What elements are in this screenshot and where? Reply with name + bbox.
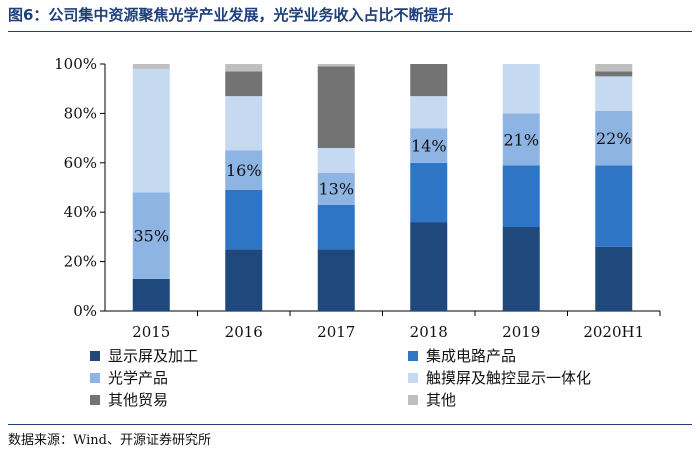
legend-item: 触摸屏及触控显示一体化 (408, 367, 591, 388)
bar-segment (410, 162, 448, 223)
bar-segment (132, 192, 170, 279)
legend-swatch (90, 350, 100, 361)
legend-label: 其他 (426, 391, 457, 409)
bar-segment (502, 113, 540, 166)
bar-segment (502, 227, 540, 311)
bar-segment (410, 96, 448, 129)
bar-segment (317, 249, 355, 311)
source-note: 数据来源：Wind、开源证券研究所 (8, 433, 211, 448)
bar-segment (132, 278, 170, 311)
bar-segment (225, 189, 263, 250)
legend-swatch (90, 372, 100, 383)
x-tick-label: 2017 (317, 323, 355, 341)
data-label: 14% (411, 137, 447, 156)
bar-segment (132, 68, 170, 193)
bar-segment (410, 222, 448, 311)
bar-segment (595, 76, 633, 111)
legend-label: 集成电路产品 (426, 347, 517, 365)
bar-segment (595, 110, 633, 166)
legend-item: 光学产品 (90, 367, 168, 388)
x-tick-label: 2020H1 (583, 323, 644, 341)
bar-segment (595, 246, 633, 311)
x-tick-label: 2016 (225, 323, 263, 341)
bar-segment (502, 64, 540, 114)
data-label: 13% (318, 180, 354, 199)
x-tick-label: 2015 (132, 323, 170, 341)
bar-segment (225, 96, 263, 151)
data-label: 35% (133, 227, 169, 246)
legend-swatch (408, 372, 418, 383)
x-tick-label: 2019 (502, 323, 540, 341)
y-tick-label: 80% (64, 104, 97, 122)
legend-label: 触摸屏及触控显示一体化 (426, 369, 592, 387)
bar-segment (132, 64, 170, 69)
bar-segment (225, 249, 263, 311)
legend-label: 显示屏及加工 (108, 347, 199, 365)
legend-swatch (408, 394, 418, 405)
x-tick-label: 2018 (410, 323, 448, 341)
legend-label: 光学产品 (108, 369, 169, 387)
source-divider (8, 424, 692, 425)
chart-title: 图6：公司集中资源聚焦光学产业发展，光学业务收入占比不断提升 (8, 6, 454, 24)
legend-item: 其他贸易 (90, 389, 168, 410)
data-label: 16% (226, 161, 262, 180)
bar-segment (595, 165, 633, 247)
bar-segment (225, 71, 263, 97)
stacked-bar-chart: 0% 20% 40% 60% 80% 100% 2015 2016 2017 2018 2019 20… (54, 55, 661, 341)
y-tick-label: 40% (64, 203, 97, 221)
y-tick-label: 60% (64, 154, 97, 172)
data-label: 22% (596, 129, 632, 148)
legend-item: 显示屏及加工 (90, 345, 198, 366)
bar-segment (410, 64, 448, 97)
y-tick-label: 100% (54, 55, 97, 73)
bar-segment (410, 128, 448, 163)
legend-label: 其他贸易 (108, 391, 169, 409)
bar-segment (595, 71, 633, 77)
bar-segment (317, 64, 355, 67)
title-divider (8, 31, 692, 32)
legend-item: 其他 (408, 389, 456, 410)
bar-segment (317, 147, 355, 173)
y-tick-label: 20% (64, 253, 97, 271)
bar-segment (317, 204, 355, 250)
legend-swatch (408, 350, 418, 361)
bar-segment (595, 64, 633, 72)
y-tick-label: 0% (73, 302, 97, 320)
legend-item: 集成电路产品 (408, 345, 516, 366)
bar-segment (317, 66, 355, 148)
bar-segment (317, 172, 355, 205)
bar-segment (225, 64, 263, 72)
bar-segment (225, 150, 263, 190)
data-label: 21% (503, 130, 539, 149)
bar-segment (502, 165, 540, 228)
legend-swatch (90, 394, 100, 405)
